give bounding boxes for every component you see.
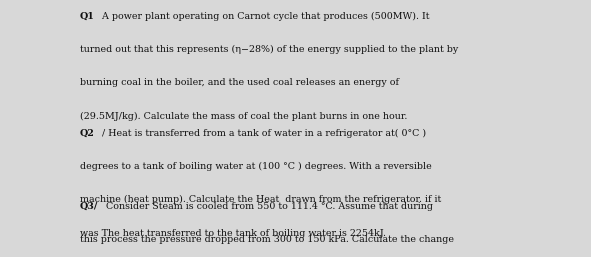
Text: Consider Steam is cooled from 550 to 111.4 °C. Assume that during: Consider Steam is cooled from 550 to 111… xyxy=(103,202,433,211)
Text: A power plant operating on Carnot cycle that produces (500MW). It: A power plant operating on Carnot cycle … xyxy=(99,12,430,21)
Text: this process the pressure dropped from 300 to 150 kPa. Calculate the change: this process the pressure dropped from 3… xyxy=(80,235,454,244)
Text: degrees to a tank of boiling water at (100 °C ) degrees. With a reversible: degrees to a tank of boiling water at (1… xyxy=(80,162,431,171)
Text: was The heat transferred to the tank of boiling water is 2254kJ.: was The heat transferred to the tank of … xyxy=(80,229,386,238)
Text: burning coal in the boiler, and the used coal releases an energy of: burning coal in the boiler, and the used… xyxy=(80,78,399,87)
Text: / Heat is transferred from a tank of water in a refrigerator at( 0°C ): / Heat is transferred from a tank of wat… xyxy=(99,128,426,138)
Text: Q1: Q1 xyxy=(80,12,95,21)
Text: Q3/: Q3/ xyxy=(80,202,98,211)
Text: (29.5MJ/kg). Calculate the mass of coal the plant burns in one hour.: (29.5MJ/kg). Calculate the mass of coal … xyxy=(80,112,407,121)
Text: machine (heat pump). Calculate the Heat  drawn from the refrigerator. if it: machine (heat pump). Calculate the Heat … xyxy=(80,195,441,205)
Text: Q2: Q2 xyxy=(80,128,95,137)
Text: turned out that this represents (η−28%) of the energy supplied to the plant by: turned out that this represents (η−28%) … xyxy=(80,45,458,54)
